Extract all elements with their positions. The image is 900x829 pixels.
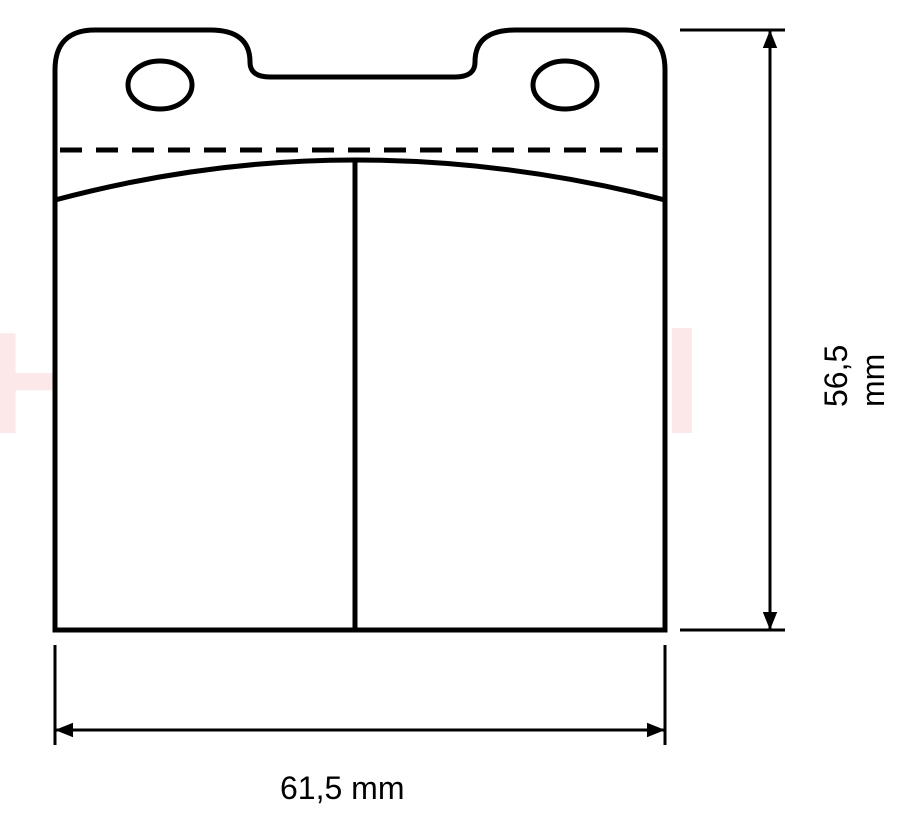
- brake-pad-outline: [55, 30, 665, 630]
- technical-drawing: [0, 0, 900, 829]
